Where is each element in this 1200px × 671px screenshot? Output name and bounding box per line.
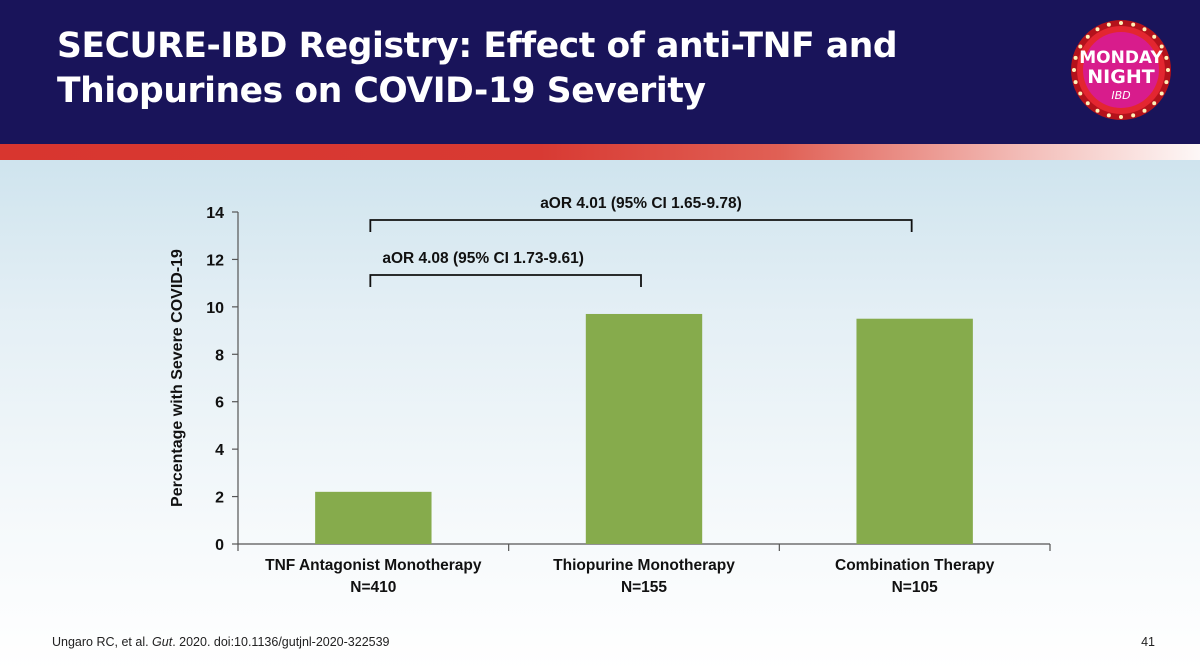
citation-rest: . 2020. doi:10.1136/gutjnl-2020-322539 <box>172 635 390 649</box>
svg-text:NIGHT: NIGHT <box>1087 66 1154 88</box>
slide-title: SECURE-IBD Registry: Effect of anti-TNF … <box>57 24 1057 114</box>
slide-title-line-1: SECURE-IBD Registry: Effect of anti-TNF … <box>57 26 898 66</box>
citation: Ungaro RC, et al. Gut. 2020. doi:10.1136… <box>52 635 390 649</box>
svg-text:IBD: IBD <box>1111 89 1130 102</box>
x-category-label: Thiopurine Monotherapy <box>553 557 735 574</box>
slide-header: SECURE-IBD Registry: Effect of anti-TNF … <box>0 0 1200 144</box>
y-tick-label: 10 <box>206 300 224 317</box>
y-tick-label: 6 <box>215 395 224 412</box>
x-category-label: TNF Antagonist Monotherapy <box>265 557 482 574</box>
bar <box>856 318 973 544</box>
y-tick-label: 12 <box>206 252 224 269</box>
x-category-count: N=105 <box>892 579 938 596</box>
slide-title-line-2: Thiopurines on COVID-19 Severity <box>57 71 706 111</box>
bar <box>585 313 703 544</box>
page-number: 41 <box>1141 635 1155 649</box>
x-category-count: N=155 <box>621 579 667 596</box>
annotation-label: aOR 4.01 (95% CI 1.65-9.78) <box>540 195 742 212</box>
y-tick-label: 8 <box>215 347 224 364</box>
monday-night-ibd-logo: MONDAY NIGHT IBD <box>1071 20 1171 120</box>
citation-journal: Gut <box>152 635 173 649</box>
annotation-bracket <box>369 274 642 287</box>
annotation-bracket <box>369 219 913 232</box>
y-tick-label: 0 <box>215 537 224 554</box>
header-stripe <box>0 144 1200 160</box>
citation-author: Ungaro RC, et al. <box>52 635 153 649</box>
annotation-label: aOR 4.08 (95% CI 1.73-9.61) <box>382 250 584 267</box>
svg-text:MONDAY: MONDAY <box>1079 48 1163 68</box>
x-category-count: N=410 <box>350 579 396 596</box>
y-axis-label: Percentage with Severe COVID-19 <box>169 249 186 507</box>
y-tick-label: 14 <box>206 205 224 222</box>
bar-chart: 0 2 4 6 8 10 12 14 TNF Antagonist Monotherapy N=4… <box>169 195 1051 596</box>
y-tick-label: 4 <box>215 442 224 459</box>
y-tick-label: 2 <box>215 490 224 507</box>
x-category-label: Combination Therapy <box>835 557 995 574</box>
bar <box>315 491 432 544</box>
